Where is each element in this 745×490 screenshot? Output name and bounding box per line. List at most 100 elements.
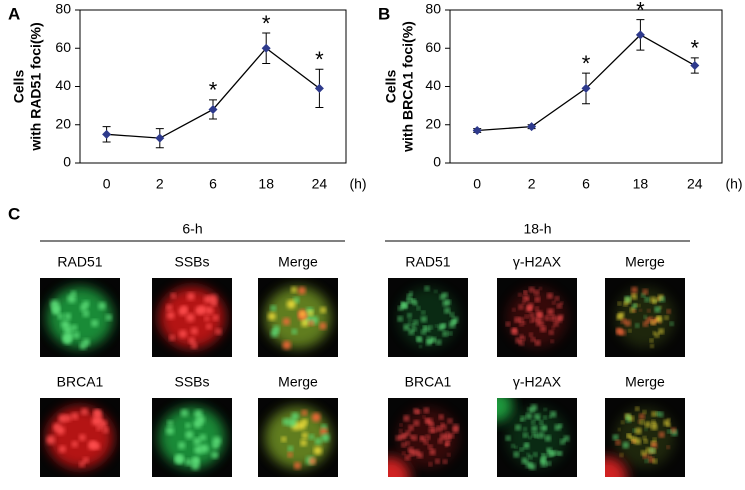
focus xyxy=(628,329,632,333)
focus xyxy=(206,323,212,330)
focus xyxy=(528,455,533,459)
data-point xyxy=(314,83,324,93)
focus xyxy=(192,457,200,465)
focus xyxy=(634,438,641,445)
focus xyxy=(523,290,527,294)
focus xyxy=(669,322,674,326)
focus xyxy=(520,418,523,422)
focus xyxy=(671,427,676,433)
focus xyxy=(519,322,524,326)
focus xyxy=(650,297,657,303)
focus xyxy=(408,329,414,335)
focus xyxy=(403,415,410,421)
focus xyxy=(282,418,290,426)
focus xyxy=(523,427,527,431)
micrograph xyxy=(497,398,577,477)
focus xyxy=(652,459,658,464)
focus xyxy=(655,411,660,416)
focus xyxy=(648,454,652,458)
focus xyxy=(87,441,97,450)
y-tick-label: 0 xyxy=(433,154,441,170)
focus xyxy=(91,319,99,327)
focus xyxy=(185,430,194,439)
focus xyxy=(649,316,653,320)
significance-mark: * xyxy=(691,36,700,61)
cell xyxy=(265,406,331,470)
focus xyxy=(287,452,293,458)
focus xyxy=(644,297,650,302)
focus xyxy=(533,452,538,457)
focus xyxy=(212,314,219,321)
focus xyxy=(170,293,176,299)
focus xyxy=(299,311,306,317)
focus xyxy=(99,420,107,428)
y-tick-label: 60 xyxy=(55,39,71,55)
significance-mark: * xyxy=(209,78,218,103)
focus xyxy=(438,414,444,420)
focus xyxy=(82,310,90,317)
focus xyxy=(211,451,219,459)
focus xyxy=(531,337,536,342)
focus xyxy=(185,422,191,429)
focus xyxy=(643,436,647,440)
focus xyxy=(406,294,412,299)
focus xyxy=(301,319,309,327)
focus xyxy=(641,450,647,456)
data-point xyxy=(208,104,218,114)
focus xyxy=(532,317,537,322)
focus xyxy=(526,413,532,419)
focus xyxy=(654,332,660,338)
focus xyxy=(425,435,431,440)
focus xyxy=(627,433,631,438)
y-tick-label: 20 xyxy=(425,115,441,131)
x-tick-label: 18 xyxy=(633,176,649,192)
focus xyxy=(560,301,564,305)
focus xyxy=(190,327,198,335)
cell xyxy=(159,286,225,349)
x-tick-label: 0 xyxy=(103,176,111,192)
focus xyxy=(528,436,532,439)
focus xyxy=(526,453,530,457)
focus xyxy=(667,429,672,434)
focus xyxy=(619,453,624,457)
focus xyxy=(643,321,648,327)
focus xyxy=(534,290,540,295)
cell xyxy=(159,406,225,470)
focus xyxy=(205,306,214,315)
focus xyxy=(645,421,651,428)
focus xyxy=(559,424,563,428)
micrograph xyxy=(258,278,338,357)
image-label: Merge xyxy=(278,254,318,270)
focus xyxy=(408,425,414,431)
image-label: SSBs xyxy=(174,374,209,390)
focus xyxy=(403,324,410,331)
focus xyxy=(178,441,186,450)
focus xyxy=(549,330,554,335)
focus xyxy=(514,446,518,449)
micrograph xyxy=(258,398,338,477)
focus xyxy=(511,444,515,448)
y-tick-label: 40 xyxy=(425,77,441,93)
y-tick-label: 20 xyxy=(55,115,71,131)
focus xyxy=(198,305,207,315)
focus xyxy=(542,322,545,326)
focus xyxy=(291,286,298,293)
cell xyxy=(605,406,678,477)
focus xyxy=(445,441,450,446)
focus xyxy=(286,299,296,309)
cell xyxy=(46,406,113,469)
focus xyxy=(185,458,193,466)
focus xyxy=(46,435,56,445)
focus xyxy=(301,409,308,416)
focus xyxy=(98,302,106,310)
focus xyxy=(417,452,423,458)
focus xyxy=(453,424,459,430)
data-point xyxy=(690,60,700,70)
focus xyxy=(281,436,287,442)
focus xyxy=(543,408,547,411)
focus xyxy=(555,296,560,301)
cell xyxy=(497,398,570,470)
focus xyxy=(423,440,428,445)
focus xyxy=(525,314,529,319)
focus xyxy=(560,439,565,445)
